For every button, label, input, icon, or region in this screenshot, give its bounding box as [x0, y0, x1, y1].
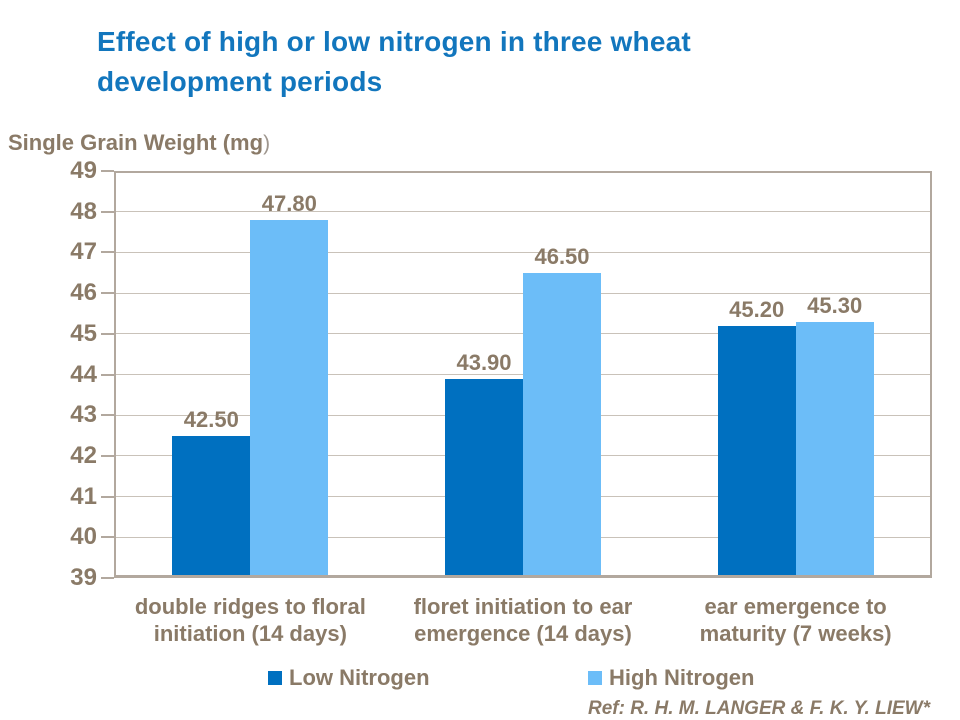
y-axis-tick	[101, 170, 114, 172]
bar-value-label: 45.30	[807, 292, 863, 318]
y-axis-tick	[101, 414, 114, 417]
bar-low-nitrogen	[172, 435, 251, 578]
y-axis-title-paren: )	[263, 132, 271, 155]
bar-high-nitrogen	[250, 219, 329, 578]
legend-swatch-high-nitrogen	[588, 671, 602, 685]
bar-low-nitrogen	[445, 378, 523, 578]
y-axis-tick	[101, 373, 114, 376]
bar-low-nitrogen	[717, 325, 796, 578]
y-axis-title: Single Grain Weight (mg)	[8, 130, 270, 158]
y-axis-tick-label: 46	[70, 279, 97, 307]
y-axis-tick	[101, 536, 114, 539]
y-axis-tick-label: 45	[70, 319, 97, 347]
bar-value-label: 47.80	[261, 190, 317, 216]
legend-label-high-nitrogen: High Nitrogen	[609, 665, 755, 690]
bar-value-label: 43.90	[456, 349, 512, 375]
legend-item-high-nitrogen: High Nitrogen	[588, 665, 754, 691]
y-axis-tick	[101, 332, 114, 335]
y-axis-tick	[101, 210, 114, 213]
chart-title: Effect of high or low nitrogen in three …	[97, 26, 691, 97]
category-label: ear emergence to maturity (7 weeks)	[699, 594, 892, 646]
bar-high-nitrogen	[523, 272, 601, 578]
category-label: floret initiation to ear emergence (14 d…	[413, 594, 633, 646]
bar-value-label: 42.50	[183, 406, 239, 432]
y-axis-tick-label: 49	[70, 157, 97, 184]
y-axis-title-text: Single Grain Weight (mg	[8, 130, 264, 155]
reference-citation: Ref: R. H. M. LANGER & F. K. Y. LIEW*	[587, 698, 930, 719]
category-label: double ridges to floral initiation (14 d…	[134, 594, 366, 646]
gridline	[114, 211, 932, 213]
gridline	[114, 251, 932, 253]
y-axis-tick	[101, 495, 114, 498]
y-axis-tick-label: 48	[70, 197, 97, 225]
legend-label-low-nitrogen: Low Nitrogen	[289, 665, 430, 690]
y-axis-tick	[101, 292, 114, 295]
legend-item-low-nitrogen: Low Nitrogen	[268, 665, 430, 691]
bar-value-label: 45.20	[729, 296, 785, 322]
y-axis-tick-label: 39	[70, 564, 97, 591]
y-axis-tick	[101, 577, 114, 579]
bar-high-nitrogen	[795, 321, 874, 578]
y-axis-tick-label: 47	[70, 238, 97, 266]
y-axis-tick-label: 44	[70, 360, 97, 388]
legend-swatch-low-nitrogen	[268, 671, 282, 685]
y-axis-tick-label: 42	[70, 441, 97, 469]
y-axis-tick-label: 40	[70, 523, 97, 551]
y-axis-tick-label: 41	[70, 482, 97, 510]
bar-value-label: 46.50	[534, 243, 590, 269]
y-axis-tick	[101, 251, 114, 254]
y-axis-tick	[101, 454, 114, 457]
y-axis-tick-label: 43	[70, 401, 97, 429]
